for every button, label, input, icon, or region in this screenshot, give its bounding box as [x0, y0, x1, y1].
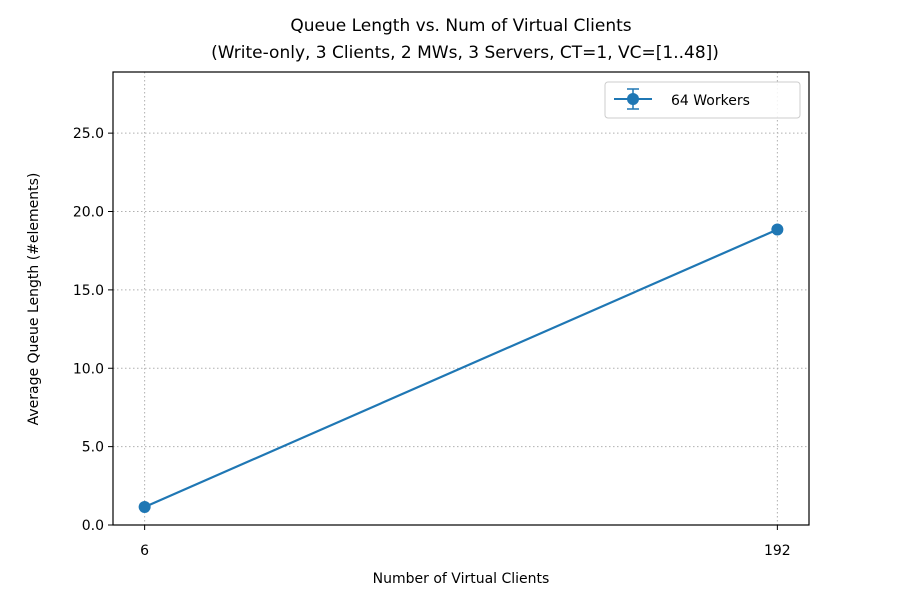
- x-tick-label: 6: [140, 543, 149, 559]
- data-point: [138, 500, 151, 513]
- legend-box: [604, 81, 801, 119]
- legend: 64 Workers: [604, 81, 801, 119]
- y-tick-label: 20.0: [73, 205, 104, 221]
- legend-marker-icon: [627, 93, 639, 105]
- ticks: 0.0 5.0 10.0 15.0 20.0 25.0 6 192: [73, 126, 791, 559]
- y-tick-label: 5.0: [82, 440, 104, 456]
- series-layer: [138, 223, 784, 513]
- x-axis-label: Number of Virtual Clients: [373, 571, 550, 587]
- series-line: [144, 228, 778, 508]
- y-axis-label: Average Queue Length (#elements): [26, 173, 42, 426]
- chart-title: Queue Length vs. Num of Virtual Clients: [290, 16, 631, 36]
- x-tick-label: 192: [764, 543, 791, 559]
- data-point: [771, 223, 784, 236]
- y-tick-label: 15.0: [73, 283, 104, 299]
- legend-label: 64 Workers: [671, 93, 750, 109]
- y-tick-label: 10.0: [73, 361, 104, 377]
- y-tick-label: 0.0: [82, 518, 104, 534]
- chart-subtitle: (Write-only, 3 Clients, 2 MWs, 3 Servers…: [211, 43, 719, 63]
- plot-frame: [112, 71, 810, 526]
- grid: [113, 72, 809, 525]
- y-tick-label: 25.0: [73, 126, 104, 142]
